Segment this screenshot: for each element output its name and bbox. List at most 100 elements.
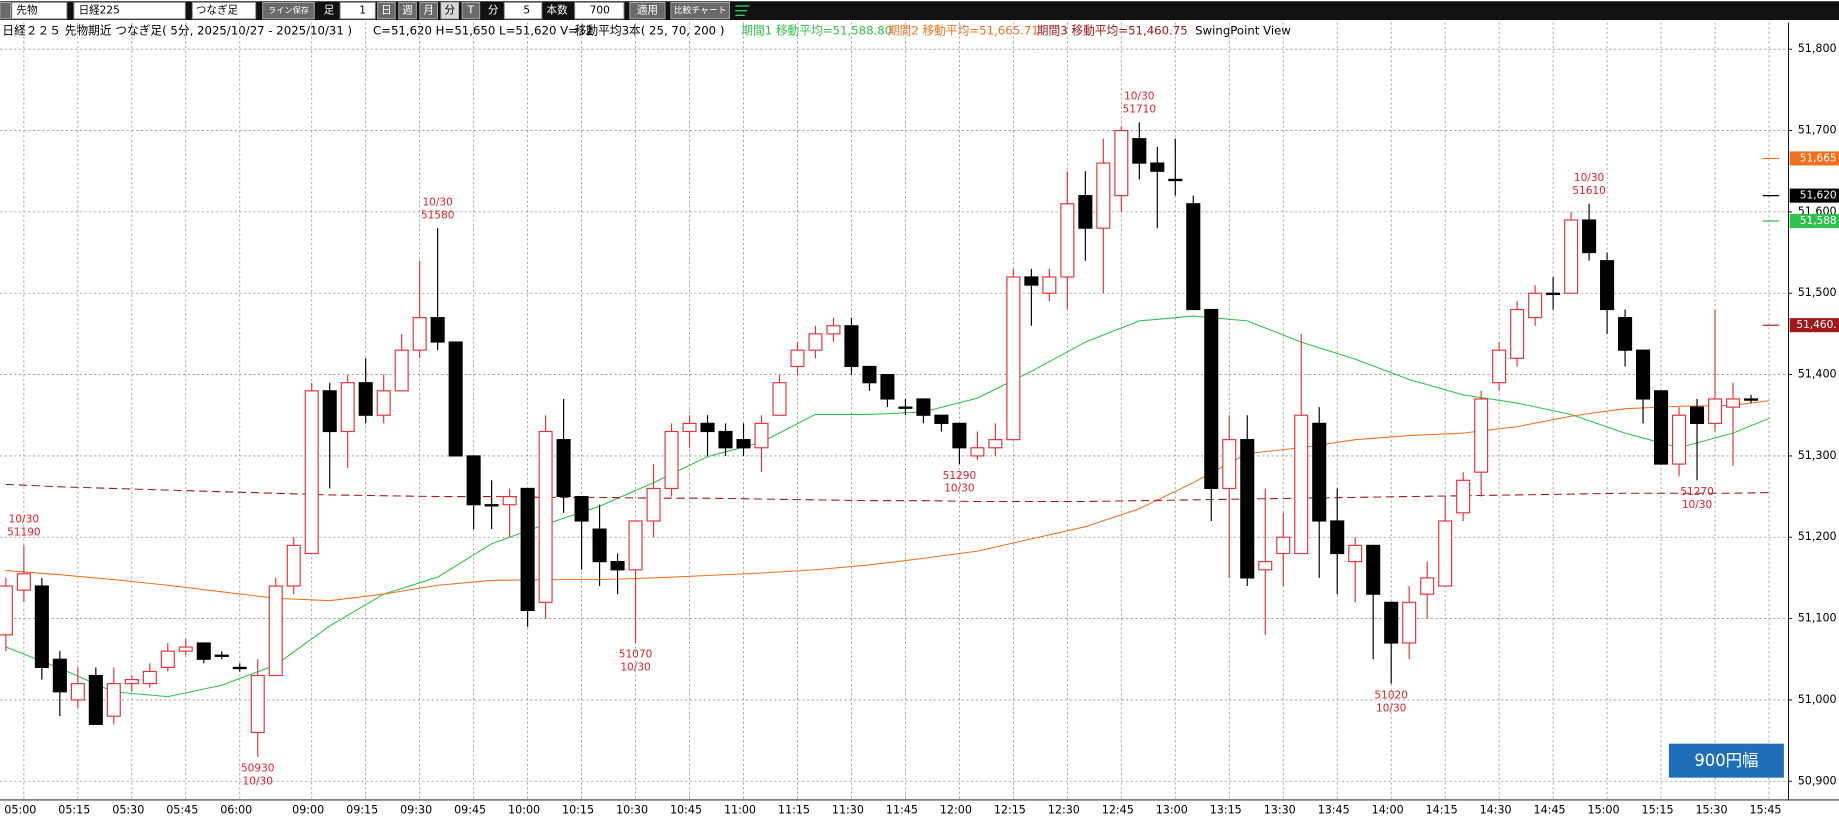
annotations: 10/30511905093010/3010/30515805107010/30… [7,91,1714,788]
candle-body [1672,414,1687,465]
candle-body [1096,162,1111,229]
save-button[interactable] [262,1,315,20]
x-tick-label: 15:15 [1642,804,1674,817]
compare-label: 比較チャート [674,4,727,16]
candle-body [1078,195,1093,229]
x-tick-label: 12:15 [994,804,1026,817]
candle-body [160,650,175,668]
x-tick-label: 05:30 [112,804,144,817]
candle-body [34,585,49,668]
candle-body [628,520,643,571]
count-field[interactable] [574,1,625,20]
info-view: SwingPoint View [1195,23,1291,37]
swing-date: 10/30 [9,514,40,526]
candle-body [952,422,967,449]
toolbar-bar [0,1,1839,21]
candle-body [862,365,877,384]
candle-body [1150,162,1165,172]
y-tick-label: 51,800 [1798,42,1837,55]
price-tag [1789,318,1839,333]
month-button[interactable] [419,1,438,20]
tick-button[interactable] [461,1,481,20]
candle-body [142,670,157,685]
interval-field[interactable] [503,1,543,20]
range-button[interactable] [1668,743,1784,778]
x-tick-label: 15:30 [1695,804,1727,817]
x-tick-label: 09:00 [292,804,324,817]
x-tick-label: 13:00 [1156,804,1188,817]
swing-date: 10/30 [1574,172,1605,184]
y-tick-label: 51,300 [1798,449,1837,462]
candle-body [1024,276,1039,286]
apply-button[interactable] [629,1,666,20]
mode-select[interactable] [191,1,257,20]
swing-date: 10/30 [944,483,975,495]
minute-button[interactable] [440,1,460,20]
candle-body [196,642,211,660]
y-tick-label: 51,500 [1798,286,1837,299]
candle-body [1204,308,1219,490]
moving-average-line [5,483,1769,503]
price-tag-label: 51,665 [1800,152,1837,164]
candle-body [736,439,751,449]
week-label: 週 [402,5,413,17]
candle-body [610,561,625,571]
x-tick-label: 10:30 [616,804,648,817]
swing-price: 51610 [1572,185,1606,197]
candle-body [250,674,265,734]
candle-body [1438,520,1453,587]
candle-body [1366,544,1381,595]
x-tick-label: 05:45 [166,804,198,817]
candle-body [916,398,931,416]
moving-average-line [5,315,1770,698]
candle-body [574,495,589,522]
candle-body [1042,276,1057,294]
x-tick-label: 06:00 [220,804,252,817]
save-label: ライン保存 [268,5,309,15]
candle-body [808,333,823,351]
x-tick-label: 14:45 [1534,804,1566,817]
candle-body [232,666,247,670]
menu-arrow[interactable] [0,1,12,20]
swing-price: 51580 [421,209,455,221]
candle-body [70,683,85,701]
candle-body [502,495,517,506]
x-tick-label: 13:30 [1264,804,1296,817]
candle-body [826,325,841,335]
candle-body [1564,219,1579,294]
symbol-select[interactable] [73,1,186,20]
compare-button[interactable] [670,1,730,20]
candle-body [322,390,337,433]
candle-body [1654,390,1669,465]
chart-icon[interactable] [735,5,750,17]
bar-label: 足 [324,5,335,17]
candle-body [520,487,535,612]
swing-date: 10/30 [1682,499,1713,511]
candle-body [0,585,13,636]
bar-count-field[interactable] [339,1,376,20]
x-tick-label: 10:45 [670,804,702,817]
swing-price: 50930 [241,763,275,775]
candle-body [1456,479,1471,514]
x-tick-label: 10:15 [562,804,594,817]
candle-body [772,382,787,416]
candle-body [898,406,913,409]
week-button[interactable] [398,1,417,20]
tick-label: T [467,5,475,17]
day-button[interactable] [377,1,396,20]
candle-body [844,325,859,368]
candle-body [1006,276,1021,441]
minute-label: 分 [444,5,455,17]
swing-date: 10/30 [243,775,274,787]
market-select[interactable] [11,1,68,20]
legend-entry: 期間2 移動平均=51,665.71 [888,23,1039,37]
candle-body [376,390,391,416]
x-tick-label: 13:15 [1210,804,1242,817]
candle-body [718,430,733,449]
candle-body [484,504,499,507]
candle-body [988,439,1003,449]
candle-body [1420,577,1435,595]
x-tick-label: 12:00 [940,804,972,817]
